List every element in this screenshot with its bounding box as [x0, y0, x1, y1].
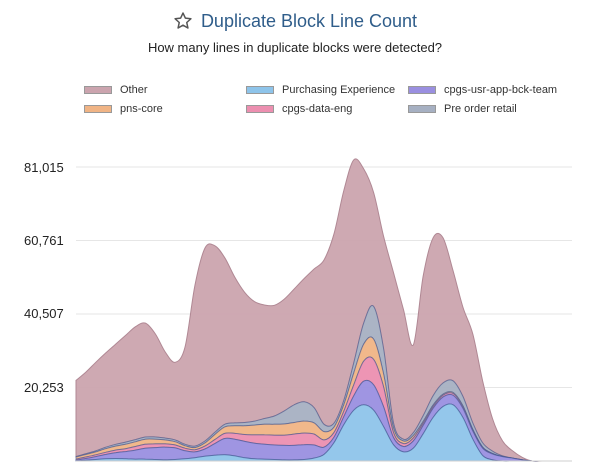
legend-item-purchasing-experience[interactable]: Purchasing Experience [246, 84, 408, 96]
legend-swatch [246, 85, 274, 94]
chart-legend: Other Purchasing Experience cpgs-usr-app… [84, 80, 584, 118]
legend-label: pns-core [120, 102, 163, 115]
legend-swatch [408, 85, 436, 94]
chart-subtitle: How many lines in duplicate blocks were … [147, 40, 443, 55]
legend-item-cpgs-usr-app-bck-team[interactable]: cpgs-usr-app-bck-team [408, 84, 557, 96]
legend-swatch [84, 85, 112, 94]
legend-label: Purchasing Experience [282, 83, 396, 96]
legend-label: cpgs-data-eng [282, 102, 353, 115]
y-tick-label: 40,507 [24, 306, 64, 321]
chart-title: Duplicate Block Line Count [200, 10, 418, 31]
star-outline-icon[interactable] [173, 11, 193, 31]
legend-label: Other [120, 83, 148, 96]
title-row: Duplicate Block Line Count [0, 8, 590, 34]
legend-swatch [84, 104, 112, 113]
y-tick-label: 60,761 [24, 233, 64, 248]
y-tick-label: 81,015 [24, 160, 64, 175]
chart-header: Duplicate Block Line Count How many line… [0, 8, 590, 56]
y-tick-label: 20,253 [24, 380, 64, 395]
legend-swatch [246, 104, 274, 113]
legend-swatch [408, 104, 436, 113]
legend-label: Pre order retail [444, 102, 517, 115]
legend-label: cpgs-usr-app-bck-team [444, 83, 558, 96]
legend-item-other[interactable]: Other [84, 84, 246, 96]
area-series-other[interactable] [75, 158, 572, 462]
legend-item-cpgs-data-eng[interactable]: cpgs-data-eng [246, 103, 408, 115]
legend-item-pns-core[interactable]: pns-core [84, 103, 246, 115]
legend-item-pre-order-retail[interactable]: Pre order retail [408, 103, 517, 115]
